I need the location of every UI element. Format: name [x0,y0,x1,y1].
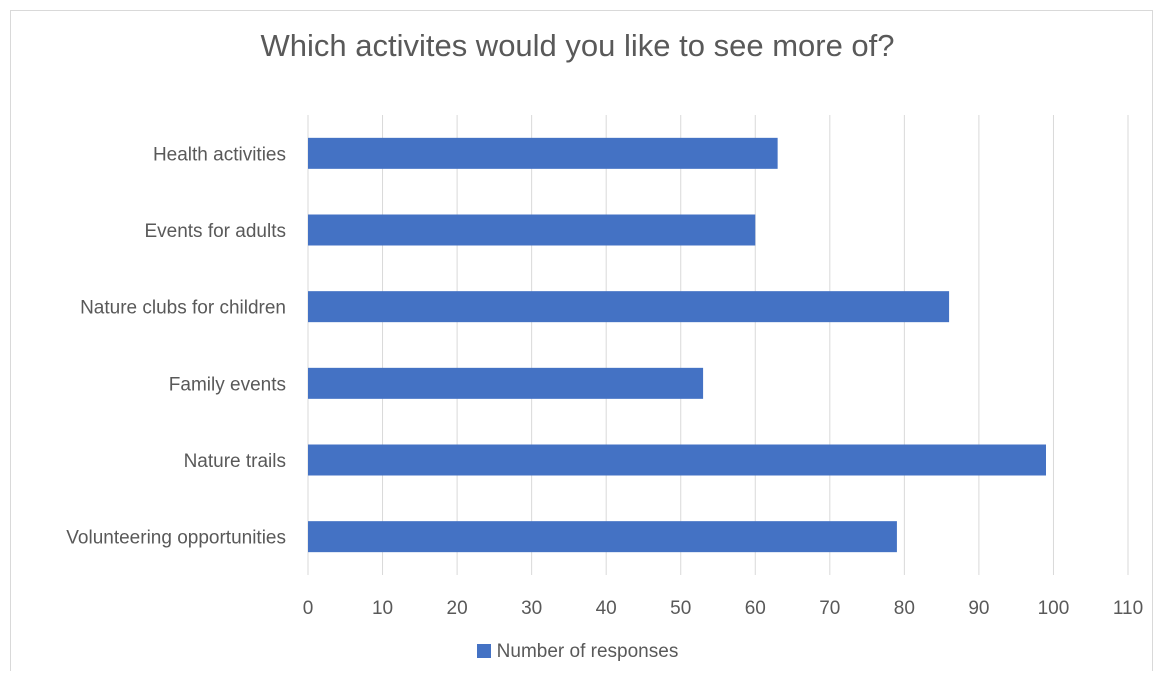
bar-nature-trails [308,444,1046,476]
bars [308,137,1046,553]
x-tick-label: 50 [670,598,691,619]
x-tick-label: 40 [596,598,617,619]
category-label: Volunteering opportunities [66,528,286,549]
category-label: Nature clubs for children [80,298,286,319]
bar-health-activities [308,137,778,169]
chart-area [10,10,1153,671]
category-label: Health activities [153,144,286,165]
x-tick-label: 90 [968,598,989,619]
bar-nature-clubs-for-children [308,291,950,323]
category-label: Events for adults [144,221,286,242]
category-labels: Health activities Events for adults Nature… [66,144,286,548]
x-tick-label: 70 [819,598,840,619]
legend-label: Number of responses [496,641,679,662]
bar-volunteering-opportunities [308,521,897,553]
chart-title: Which activites would you like to see mo… [260,28,895,63]
x-tick-label: 80 [894,598,915,619]
x-tick-label: 30 [521,598,542,619]
gridlines [307,115,1129,575]
x-tick-labels: 0 10 20 30 40 50 60 70 80 90 100 110 [303,598,1143,619]
x-tick-label: 60 [745,598,766,619]
x-tick-label: 100 [1038,598,1070,619]
bar-events-for-adults [308,214,756,246]
bar-family-events [308,367,704,399]
x-tick-label: 110 [1113,598,1143,619]
x-tick-label: 0 [303,598,314,619]
x-tick-label: 20 [447,598,468,619]
legend-swatch [476,644,491,658]
x-tick-label: 10 [372,598,393,619]
category-label: Family events [169,374,286,395]
legend: Number of responses [0,641,1155,663]
category-label: Nature trails [184,451,286,472]
